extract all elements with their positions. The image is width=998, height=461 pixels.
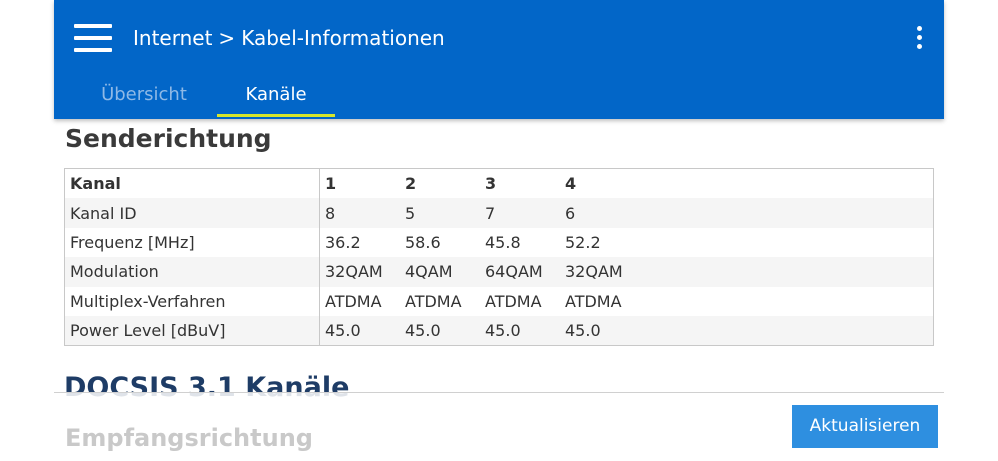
table-cell: 8 xyxy=(319,198,400,228)
app-bar: Internet > Kabel-Informationen Übersicht K… xyxy=(54,0,944,119)
header-cell: 2 xyxy=(400,168,480,199)
table-cell: 32QAM xyxy=(319,257,400,287)
tab-channels[interactable]: Kanäle xyxy=(217,80,335,118)
tab-overview[interactable]: Übersicht xyxy=(101,84,187,105)
header-cell: 3 xyxy=(480,168,560,199)
header-cell: 1 xyxy=(319,168,400,199)
table-cell: 32QAM xyxy=(560,257,934,287)
table-cell: 64QAM xyxy=(480,257,560,287)
table-cell: 36.2 xyxy=(319,227,400,258)
upstream-channel-table: Kanal 1 2 3 4 Kanal ID 8 5 7 6 Frequenz … xyxy=(64,168,934,347)
header-cell: 4 xyxy=(560,168,934,199)
table-row: Frequenz [MHz] 36.2 58.6 45.8 52.2 xyxy=(64,227,934,258)
row-label: Power Level [dBuV] xyxy=(64,315,320,346)
table-cell: 52.2 xyxy=(560,227,934,258)
table-header-row: Kanal 1 2 3 4 xyxy=(64,168,934,199)
table-row: Kanal ID 8 5 7 6 xyxy=(64,198,934,228)
table-cell: 45.0 xyxy=(319,315,400,346)
breadcrumb: Internet > Kabel-Informationen xyxy=(133,22,445,54)
row-label: Multiplex-Verfahren xyxy=(64,286,320,316)
table-cell: 4QAM xyxy=(400,257,480,287)
active-tab-indicator xyxy=(217,114,335,117)
header-cell: Kanal xyxy=(64,168,320,199)
hamburger-menu-icon[interactable] xyxy=(74,24,112,52)
tab-channels-label: Kanäle xyxy=(245,84,307,105)
table-cell: 45.0 xyxy=(400,315,480,346)
breadcrumb-separator: > xyxy=(218,26,236,50)
table-cell: ATDMA xyxy=(560,286,934,316)
table-row: Power Level [dBuV] 45.0 45.0 45.0 45.0 xyxy=(64,315,934,346)
table-cell: ATDMA xyxy=(480,286,560,316)
table-cell: 6 xyxy=(560,198,934,228)
more-vertical-icon[interactable] xyxy=(914,26,924,50)
refresh-button[interactable]: Aktualisieren xyxy=(792,405,938,448)
row-label: Kanal ID xyxy=(64,198,320,228)
breadcrumb-current: Kabel-Informationen xyxy=(241,26,445,50)
table-cell: 7 xyxy=(480,198,560,228)
upstream-section-title: Senderichtung xyxy=(65,124,272,153)
table-cell: 58.6 xyxy=(400,227,480,258)
row-label: Modulation xyxy=(64,257,320,287)
table-row: Modulation 32QAM 4QAM 64QAM 32QAM xyxy=(64,257,934,287)
row-label: Frequenz [MHz] xyxy=(64,227,320,258)
table-cell: 45.0 xyxy=(560,315,934,346)
table-cell: ATDMA xyxy=(319,286,400,316)
table-cell: ATDMA xyxy=(400,286,480,316)
breadcrumb-parent[interactable]: Internet xyxy=(133,26,213,50)
table-cell: 5 xyxy=(400,198,480,228)
table-cell: 45.0 xyxy=(480,315,560,346)
downstream-subsection-title: Empfangsrichtung xyxy=(65,424,313,452)
table-row: Multiplex-Verfahren ATDMA ATDMA ATDMA AT… xyxy=(64,286,934,316)
table-cell: 45.8 xyxy=(480,227,560,258)
